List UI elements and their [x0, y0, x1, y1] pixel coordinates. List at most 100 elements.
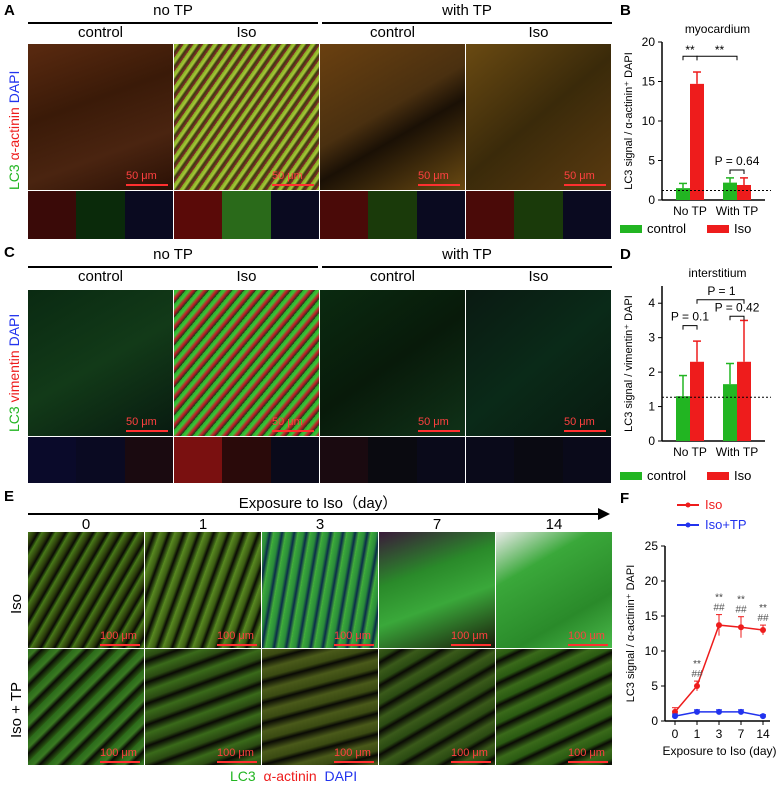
y-axis-label: LC3 signal / vimentin⁺ DAPI	[623, 295, 635, 432]
series-line	[674, 624, 764, 713]
group-header-no-tp: no TP	[153, 246, 193, 263]
data-point	[716, 622, 722, 629]
scalebar	[100, 644, 140, 646]
p-value-label: P = 1	[707, 284, 735, 298]
timeline-arrow-head	[598, 508, 610, 520]
y-tick-label: 25	[645, 539, 659, 553]
panel-letter-b: B	[620, 2, 631, 19]
micrograph-c-iso-noTP: 50 μm	[174, 290, 319, 436]
stain-dapi: DAPI	[6, 70, 22, 104]
y-tick-label: 4	[648, 296, 655, 310]
data-point	[738, 624, 744, 631]
scalebar-label: 50 μm	[418, 416, 449, 428]
x-tick-label: 0	[672, 727, 679, 741]
scalebar	[564, 184, 606, 186]
data-point	[672, 713, 678, 720]
caption-alpha-actinin: α-actinin	[263, 768, 317, 784]
micrograph-a-control-noTP: 50 μm	[28, 44, 173, 190]
stain-legend-vertical: LC3 α-actinin DAPI	[6, 71, 22, 190]
condition-label: Iso	[528, 24, 549, 41]
chart-f: 0 5 10 15 20 25 0 1 3 7 14 Exposure to Iso (day) LC3…	[625, 497, 777, 758]
split-channels-a2	[174, 191, 319, 239]
data-point	[694, 683, 700, 689]
caption-lc3: LC3	[230, 768, 256, 784]
micrograph-a-iso-TP: 50 μm	[466, 44, 611, 190]
stain-lc3: LC3	[6, 164, 22, 190]
stain-lc3: LC3	[6, 406, 22, 432]
y-tick-label: 0	[648, 434, 655, 448]
x-tick-label: No TP	[673, 445, 707, 459]
sig-label-tp: ##	[691, 669, 703, 680]
sig-bracket	[696, 299, 745, 304]
sig-bracket	[729, 315, 745, 321]
scalebar	[451, 644, 491, 646]
legend-swatch-control	[620, 472, 642, 480]
micrograph-c-iso-TP: 50 μm	[466, 290, 611, 436]
micrograph-e-iso-d1: 100 μm	[145, 532, 261, 648]
sig-label: **	[685, 43, 695, 57]
scalebar-label: 50 μm	[126, 170, 157, 182]
legend-label-iso: Iso	[734, 468, 751, 483]
scalebar-label: 100 μm	[334, 747, 371, 759]
scalebar-label: 100 μm	[100, 747, 137, 759]
y-tick-label: 20	[645, 574, 659, 588]
bar	[690, 361, 704, 441]
micrograph-a-iso-noTP: 50 μm	[174, 44, 319, 190]
scalebar	[126, 430, 168, 432]
scalebar-label: 50 μm	[418, 170, 449, 182]
panel-letter-f: F	[620, 490, 630, 507]
split-channels-a4	[466, 191, 611, 239]
micrograph-a-control-TP: 50 μm	[320, 44, 465, 190]
scalebar	[418, 430, 460, 432]
x-tick-label: With TP	[716, 445, 758, 459]
scalebar	[568, 761, 608, 763]
condition-label: control	[369, 24, 416, 41]
split-channels-a3	[320, 191, 465, 239]
micrograph-e-iso-d14: 100 μm	[496, 532, 612, 648]
timeline-title: Exposure to Iso（day）	[238, 495, 398, 512]
split-channels-c1	[28, 437, 173, 483]
scalebar	[418, 184, 460, 186]
sig-label-tp: ##	[757, 613, 769, 624]
micrograph-e-iso-d7: 100 μm	[379, 532, 495, 648]
bar	[723, 182, 737, 200]
y-tick-label: 10	[645, 644, 659, 658]
split-channels-c2	[174, 437, 319, 483]
y-axis-label: LC3 signal / α-actinin⁺ DAPI	[625, 565, 637, 703]
chart-b: myocardium 0 5 10 15 20 LC3 signal / α-actinin…	[620, 22, 771, 236]
x-axis-label: Exposure to Iso (day)	[662, 744, 776, 758]
panel-letter-e: E	[4, 488, 15, 505]
micrograph-e-iso-d0: 100 μm	[28, 532, 144, 648]
group-underline	[28, 22, 318, 24]
micrograph-c-control-noTP: 50 μm	[28, 290, 173, 436]
panel-letter-c: C	[4, 244, 15, 261]
y-axis-label: LC3 signal / α-actinin⁺ DAPI	[623, 52, 635, 190]
data-point	[716, 708, 722, 715]
scalebar-label: 100 μm	[217, 747, 254, 759]
legend-label-iso: Iso	[705, 497, 722, 512]
data-point	[760, 627, 766, 633]
split-channels-c3	[320, 437, 465, 483]
scalebar	[568, 644, 608, 646]
scalebar-label: 50 μm	[564, 416, 595, 428]
p-value-label: P = 0.42	[715, 300, 760, 314]
group-underline	[28, 266, 318, 268]
scalebar-label: 50 μm	[272, 170, 303, 182]
sig-label: **	[715, 43, 725, 57]
legend-swatch-control	[620, 225, 642, 233]
scalebar	[334, 644, 374, 646]
scalebar-label: 100 μm	[568, 747, 605, 759]
sig-bracket	[682, 325, 698, 330]
split-channels-a1	[28, 191, 173, 239]
x-tick-label: 14	[756, 727, 770, 741]
sig-label-tp: ##	[735, 605, 747, 616]
micrograph-e-isotp-d1: 100 μm	[145, 649, 261, 765]
y-tick-label: 0	[651, 714, 658, 728]
data-point	[738, 708, 744, 715]
sig-label: **	[759, 603, 767, 614]
scalebar	[451, 761, 491, 763]
y-tick-label: 15	[645, 609, 659, 623]
legend-label-iso-tp: Iso+TP	[705, 517, 747, 532]
stain-caption: LC3 α-actinin DAPI	[230, 768, 357, 784]
data-point	[760, 713, 766, 720]
